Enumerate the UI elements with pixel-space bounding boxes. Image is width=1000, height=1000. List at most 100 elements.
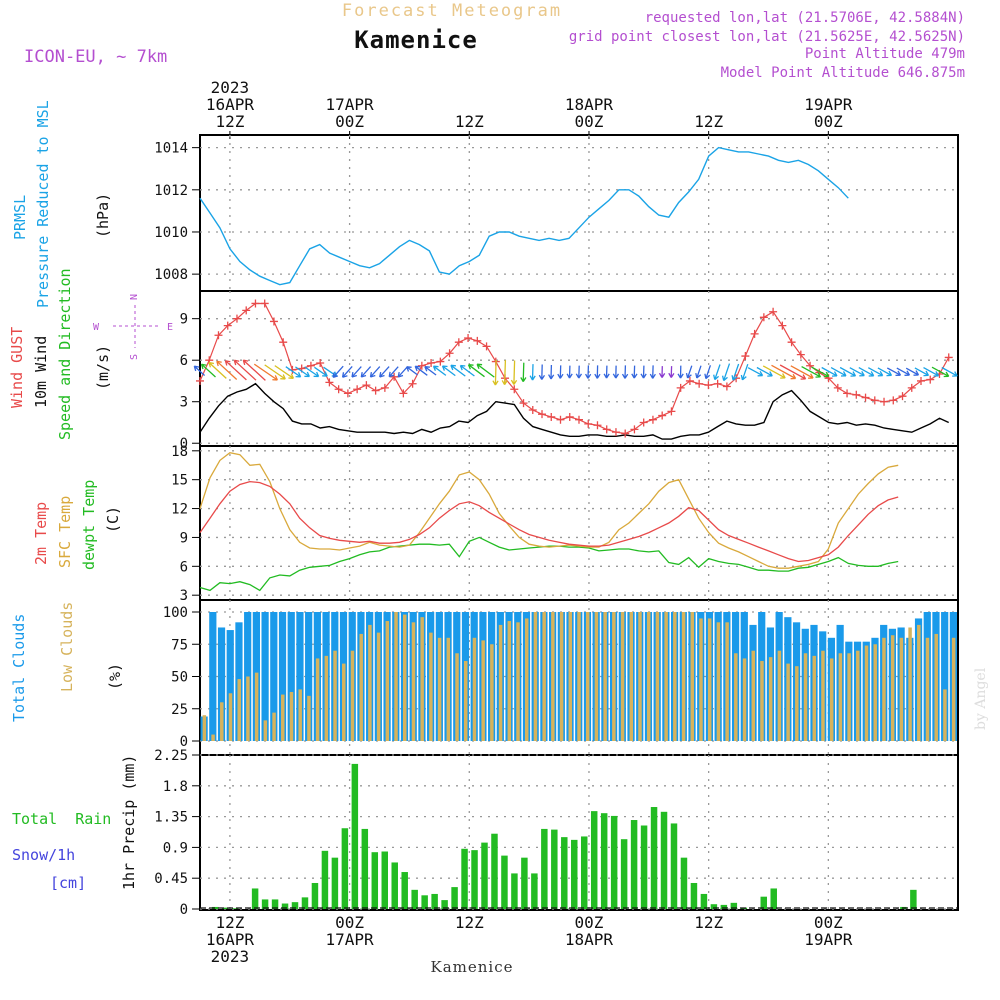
wind-arrow-icon <box>747 367 764 377</box>
wind-arrow-icon <box>640 365 647 379</box>
wind-arrow-icon <box>685 365 693 379</box>
total-cloud-bar <box>941 612 949 741</box>
bottom-time-label: 2023 <box>211 947 250 966</box>
compass-n: N <box>129 294 140 300</box>
low-cloud-bar <box>943 689 947 741</box>
wind-arrow-icon <box>304 366 320 378</box>
wind-arrow-icon <box>492 359 499 386</box>
low-cloud-bar <box>577 612 581 741</box>
wind-arrow-icon <box>314 366 328 377</box>
bottom-time-label: 12Z <box>694 913 723 932</box>
wind-arrow-icon <box>771 364 797 380</box>
gust-marker <box>639 418 648 427</box>
low-cloud-bar <box>873 644 877 741</box>
wind-arrow-icon <box>631 365 638 379</box>
gust-marker <box>713 379 722 388</box>
precip-bar <box>521 857 528 909</box>
gust-marker <box>880 397 889 406</box>
wind-arrow-icon <box>603 365 610 379</box>
top-time-label: 12Z <box>455 112 484 131</box>
low-cloud-bar <box>603 612 607 741</box>
low-cloud-bar <box>533 612 538 741</box>
gust-marker <box>833 383 842 392</box>
wind-arrow-icon <box>224 360 247 381</box>
top-time-label: 00Z <box>575 112 604 131</box>
low-cloud-bar <box>246 676 250 741</box>
low-cloud-bar <box>725 622 729 741</box>
precip-bar <box>600 813 608 909</box>
precip-bar <box>441 900 448 909</box>
low-cloud-bar <box>890 635 895 741</box>
wind-arrow-icon <box>566 365 573 379</box>
precip-frame <box>199 754 959 911</box>
wind-arrow-icon <box>896 367 911 376</box>
precip-bar <box>760 896 768 909</box>
total-cloud-bar <box>296 612 304 741</box>
wind-arrow-icon <box>216 360 238 380</box>
temp-ytick-label: 6 <box>180 559 188 575</box>
gust-marker <box>427 358 436 367</box>
low-cloud-bar <box>934 633 938 741</box>
total-cloud-bar <box>278 612 287 741</box>
snow-unit: [cm] <box>50 874 86 892</box>
wind-gust-label: Wind GUST <box>8 327 26 408</box>
wind-arrow-icon <box>285 366 302 378</box>
top-time-label: 18APR <box>565 95 614 114</box>
gust-marker <box>325 378 334 387</box>
top-title: Forecast Meteogram <box>342 1 562 21</box>
wind-arrow-icon <box>867 367 884 377</box>
gust-marker <box>917 376 926 385</box>
pressure-ytick-label: 1012 <box>154 183 188 199</box>
low-cloud-bar <box>559 612 564 741</box>
low-cloud-bar <box>803 653 808 741</box>
gust-marker <box>316 358 325 367</box>
wind-arrow-icon <box>839 366 857 377</box>
total-cloud-bar <box>270 612 278 741</box>
wind-arrow-icon <box>424 366 437 376</box>
precip-bar <box>251 888 259 909</box>
low-cloud-bar <box>812 655 816 741</box>
gust-marker <box>519 399 528 408</box>
precip-bar <box>401 872 408 909</box>
gust-marker <box>907 383 916 392</box>
wind-arrow-icon <box>575 365 583 379</box>
wind-arrow-icon <box>790 365 814 379</box>
wind-gust-series <box>199 302 950 435</box>
gust-marker <box>279 338 288 347</box>
gust-marker <box>750 329 759 338</box>
precip-bar <box>580 836 588 909</box>
temp-unit: (C) <box>104 506 122 533</box>
wind-arrow-icon <box>520 362 527 383</box>
precip-bar <box>561 837 568 909</box>
gust-marker <box>556 415 565 424</box>
top-time-label: 19APR <box>804 95 853 114</box>
low-cloud-bar <box>254 672 259 741</box>
pressure-frame <box>199 134 959 292</box>
precip-bar <box>511 873 518 909</box>
requested-coords: requested lon,lat (21.5706E, 42.5884N) <box>645 10 965 26</box>
precip-ytick-label: 1.35 <box>154 810 188 826</box>
wind-arrow-icon <box>821 366 838 377</box>
wind-arrow-icon <box>476 363 495 378</box>
low-cloud-bar <box>838 653 843 741</box>
gust-marker <box>630 425 639 434</box>
gust-marker <box>390 372 399 381</box>
gust-marker <box>214 331 223 340</box>
precip-ytick-label: 0 <box>180 902 188 918</box>
gust-marker <box>464 334 473 343</box>
low-cloud-bar <box>864 645 869 741</box>
wind-arrow-icon <box>332 365 344 379</box>
low-cloud-bar <box>490 644 494 741</box>
wind-arrow-icon <box>779 364 807 380</box>
low-cloud-bar <box>516 622 520 741</box>
precip-bar <box>271 899 279 909</box>
low-cloud-bar <box>298 689 302 741</box>
clouds-ytick-label: 0 <box>180 734 188 750</box>
precip-bar <box>770 888 777 909</box>
location-title: Kamenice <box>354 26 478 54</box>
temp-ytick-label: 18 <box>171 444 188 460</box>
wind-arrow-icon <box>858 367 875 377</box>
clouds-ytick-label: 75 <box>171 637 188 653</box>
wind-arrow-icon <box>585 365 592 379</box>
pressure-label-1: PRMSL <box>11 195 29 240</box>
